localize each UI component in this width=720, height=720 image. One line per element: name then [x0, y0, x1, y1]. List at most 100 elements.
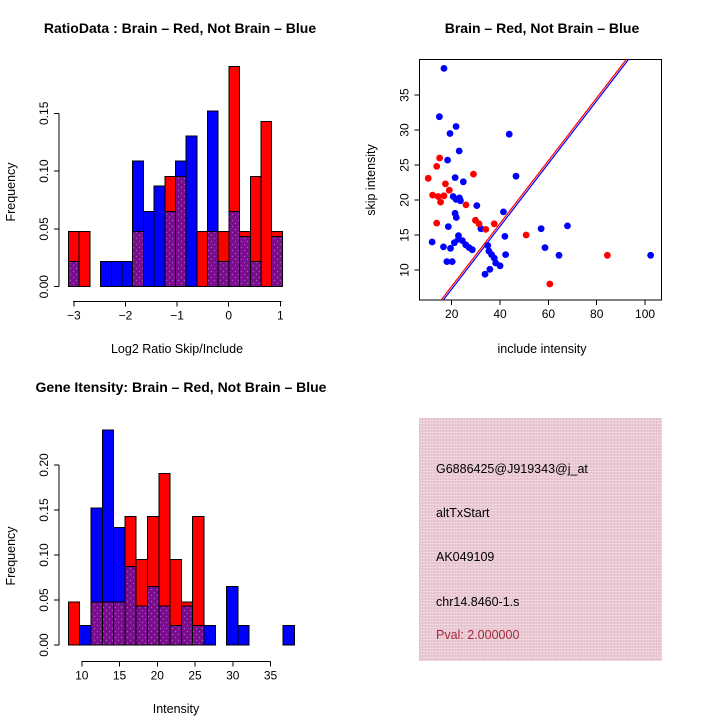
ratio-histogram-ylabel: Frequency [4, 162, 18, 222]
y-tick-label: 10 [397, 263, 411, 277]
y-tick-label: 35 [397, 88, 411, 102]
not-brain-point [444, 156, 451, 164]
pval-text: Pval: 2.000000 [436, 628, 520, 642]
x-tick-label: 80 [590, 307, 604, 321]
hist-bar-overlap [90, 601, 103, 646]
not-brain-point [447, 244, 454, 252]
not-brain-point [440, 243, 447, 251]
brain-point [475, 220, 483, 228]
x-tick-label: 25 [188, 669, 202, 683]
brain-point [482, 226, 490, 233]
gene-intensity-histogram-panel: Gene Itensity: Brain – Red, Not Brain – … [4, 379, 327, 716]
not-brain-point [502, 251, 509, 258]
not-brain-point [647, 251, 655, 259]
hist-bar [260, 121, 273, 288]
brain-point [434, 193, 442, 200]
not-brain-point [512, 172, 520, 180]
scatter-ylabel: skip intensity [364, 143, 378, 215]
accession-text: AK049109 [436, 550, 495, 564]
hist-bar-overlap [132, 231, 144, 288]
not-brain-point [446, 130, 454, 137]
y-tick-label: 15 [397, 228, 411, 242]
hist-bar-overlap [217, 261, 230, 288]
not-brain-point [468, 246, 476, 254]
hist-bar-overlap [164, 210, 176, 288]
hist-bar-overlap [192, 624, 205, 646]
scatter-plot: 20 40 60 80 100 10 15 20 25 30 35 [397, 58, 663, 321]
not-brain-point [500, 208, 507, 216]
y-tick-label: 30 [397, 123, 411, 137]
not-brain-point [459, 178, 467, 186]
brain-point [546, 280, 554, 288]
x-tick-label: 20 [151, 669, 165, 683]
gene-histogram-title: Gene Itensity: Brain – Red, Not Brain – … [36, 379, 327, 395]
y-tick-label: 0.10 [37, 159, 51, 183]
x-tick-label: −3 [67, 309, 81, 323]
hist-bar [110, 261, 123, 288]
not-brain-point [452, 123, 460, 130]
not-brain-point [505, 130, 513, 138]
x-tick-label: 10 [75, 669, 89, 683]
hist-bar [100, 261, 112, 288]
brain-fit-line [440, 58, 627, 301]
brain-point [429, 191, 437, 199]
brain-point [462, 201, 470, 209]
brain-point [437, 198, 444, 206]
brain-point [436, 154, 444, 162]
hist-bar-overlap [158, 605, 171, 646]
brain-point [433, 219, 441, 227]
hist-bar [237, 624, 250, 646]
x-tick-label: −2 [119, 309, 133, 323]
x-tick-label: 15 [113, 669, 127, 683]
not-brain-point [457, 197, 464, 205]
hist-bar [78, 231, 91, 288]
y-tick-label: 0.15 [37, 498, 51, 522]
y-tick-label: 0.20 [37, 453, 51, 477]
hist-bar-overlap [249, 261, 262, 288]
x-tick-label: 30 [226, 669, 240, 683]
brain-point [522, 231, 530, 239]
not-brain-point [481, 270, 489, 278]
hist-bar-overlap [228, 210, 241, 288]
brain-point [445, 186, 453, 194]
not-brain-point [440, 65, 448, 72]
not-brain-point [473, 202, 481, 210]
hist-bar [142, 210, 155, 288]
not-brain-point [428, 238, 436, 246]
hist-bar-overlap [271, 235, 283, 288]
intensity-scatter-panel: Brain – Red, Not Brain – Blue include in… [364, 20, 663, 356]
not-brain-point [455, 147, 463, 155]
y-tick-label: 0.05 [37, 588, 51, 612]
y-tick-label: 0.15 [37, 101, 51, 125]
hist-bar [226, 585, 239, 646]
ratio-histogram-panel: RatioData : Brain – Red, Not Brain – Blu… [4, 20, 316, 356]
hist-bar-overlap [169, 624, 182, 646]
gene-info-panel: G6886425@J919343@j_at altTxStart AK04910… [419, 418, 662, 661]
x-tick-label: −1 [170, 309, 184, 323]
x-tick-label: 35 [264, 669, 278, 683]
brain-point [424, 174, 432, 182]
scatter-title: Brain – Red, Not Brain – Blue [445, 20, 640, 36]
x-tick-label: 100 [635, 307, 655, 321]
not-brain-point [452, 214, 460, 221]
scatter-xlabel: include intensity [498, 342, 588, 356]
chromosome-locus-text: chr14.8460-1.s [436, 595, 520, 609]
not-brain-point [564, 222, 571, 230]
not-brain-point [555, 251, 563, 259]
y-tick-label: 0.00 [37, 633, 51, 657]
not-brain-point [496, 262, 504, 270]
not-brain-point [443, 258, 451, 265]
brain-point [440, 192, 448, 200]
x-tick-label: 1 [277, 309, 284, 323]
hist-bar-overlap [113, 601, 126, 646]
plot-box [418, 58, 663, 301]
not-brain-point [451, 174, 459, 182]
y-tick-label: 0.05 [37, 217, 51, 241]
brain-point [490, 220, 498, 228]
hist-bar [203, 624, 216, 646]
brain-point [433, 163, 441, 170]
hist-bar-overlap [207, 231, 219, 288]
hist-bar-overlap [239, 235, 251, 288]
hist-bar-overlap [124, 566, 137, 646]
not-brain-point [541, 244, 549, 252]
